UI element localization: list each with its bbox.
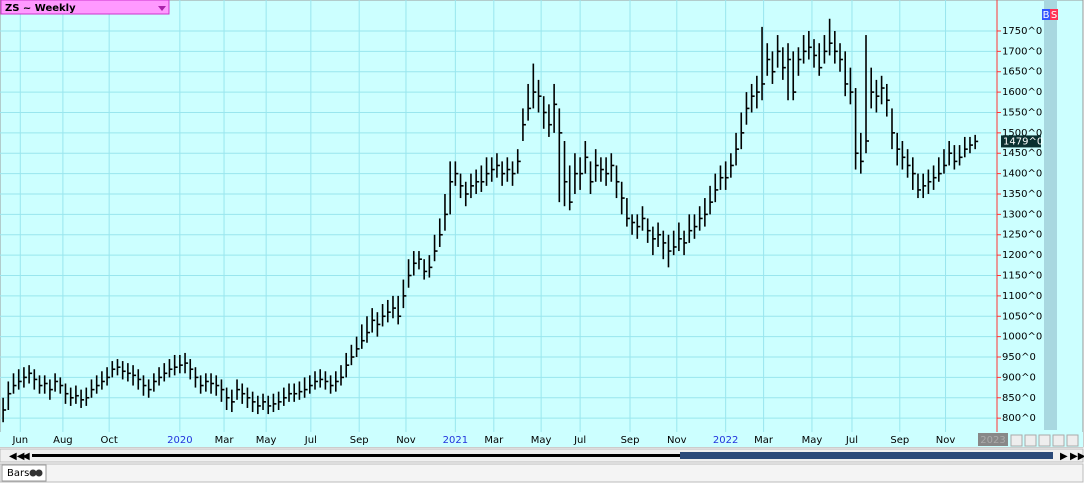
y-tick-label: 800^0: [1002, 413, 1036, 424]
y-tick-label: 1350^0: [1002, 189, 1042, 200]
symbol-title: ZS ~ Weekly: [5, 3, 76, 14]
nav-buttons[interactable]: [1010, 434, 1079, 447]
dropdown-arrow: [158, 6, 166, 11]
buy-button[interactable]: [1042, 9, 1050, 20]
x-axis-bg: [0, 432, 1083, 447]
y-tick-label: 1450^0: [1002, 148, 1042, 159]
last-price-label: 1479^0: [1003, 136, 1043, 147]
y-tick-label: 1500^0: [1002, 128, 1042, 139]
y-tick-label: 850^0: [1002, 393, 1036, 404]
x-tick-label: Mar: [484, 435, 504, 446]
x-tick-label: Sep: [621, 435, 640, 446]
scroll-end: ▶▶: [1070, 451, 1084, 462]
tab-bar: [0, 463, 1084, 483]
x-tick-label: Aug: [53, 435, 73, 446]
y-tick-label: 1700^0: [1002, 46, 1042, 57]
x-tick-label: Mar: [754, 435, 774, 446]
scroll-start: ◀◀: [9, 451, 25, 462]
tab[interactable]: [1, 464, 47, 482]
sell-label: S: [1051, 10, 1057, 21]
y-tick-label: 1550^0: [1002, 107, 1042, 118]
x-tick-label: May: [256, 435, 277, 446]
y-tick-label: 1050^0: [1002, 311, 1042, 322]
y-tick-label: 1650^0: [1002, 67, 1042, 78]
sell-button[interactable]: [1050, 9, 1058, 20]
x-tick-label: Mar: [215, 435, 235, 446]
tab-icon: [29, 469, 37, 477]
y-tick-label: 950^0: [1002, 352, 1036, 363]
side-strip: [1044, 0, 1057, 430]
x-tick-label: Jul: [304, 435, 317, 446]
x-tick-label: Jul: [573, 435, 586, 446]
x-tick-label: Nov: [667, 435, 687, 446]
x-tick-label: 2020: [167, 435, 192, 446]
y-tick-label: 1250^0: [1002, 230, 1042, 241]
y-tick-label: 1200^0: [1002, 250, 1042, 261]
x-tick-label: Nov: [936, 435, 956, 446]
next-year-box: [978, 433, 1008, 446]
y-tick-label: 900^0: [1002, 372, 1036, 383]
x-tick-label: 2021: [443, 435, 468, 446]
axes: 800^0 850^0 900^0 950^0 1000^0 1050^0 1100^0 11…: [11, 26, 1043, 446]
y-tick-label: 1100^0: [1002, 291, 1042, 302]
scroll-left: ◀: [22, 451, 30, 462]
x-tick-label: Oct: [101, 435, 118, 446]
next-year-label: 2023: [980, 435, 1005, 446]
x-tick-label: May: [531, 435, 552, 446]
x-tick-label: Sep: [350, 435, 369, 446]
x-tick-label: Jun: [11, 435, 28, 446]
y-tick-label: 1150^0: [1002, 271, 1042, 282]
x-tick-label: May: [802, 435, 823, 446]
tab-label: Bars: [7, 468, 29, 479]
last-price-box: [1001, 135, 1041, 148]
x-tick-label: 2022: [713, 435, 738, 446]
y-tick-label: 1400^0: [1002, 169, 1042, 180]
grid: [0, 0, 997, 432]
scroll-right: ▶: [1060, 451, 1068, 462]
y-tick-label: 1600^0: [1002, 87, 1042, 98]
bars: [2, 18, 979, 423]
symbol-dropdown[interactable]: [0, 0, 170, 15]
buy-label: B: [1043, 10, 1050, 21]
y-tick-label: 1000^0: [1002, 332, 1042, 343]
scroll-thumb[interactable]: [680, 452, 1053, 459]
y-tick-label: 1300^0: [1002, 209, 1042, 220]
tab-icon: [35, 469, 43, 477]
x-tick-label: Jul: [845, 435, 858, 446]
y-tick-label: 1750^0: [1002, 26, 1042, 37]
x-tick-label: Nov: [396, 435, 416, 446]
x-tick-label: Sep: [890, 435, 909, 446]
